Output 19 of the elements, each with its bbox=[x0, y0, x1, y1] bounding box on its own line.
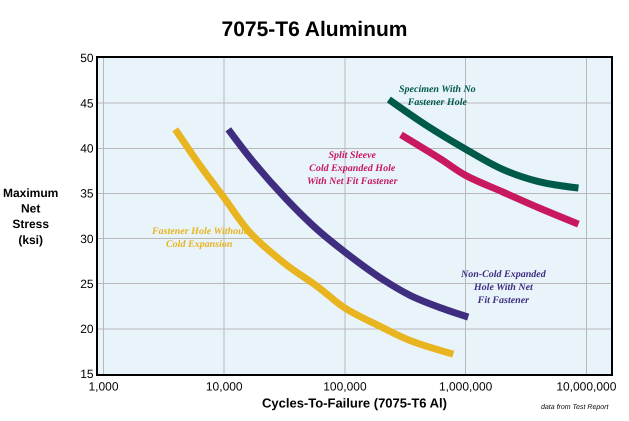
y-axis-title: Maximum Net Stress (ksi) bbox=[3, 186, 58, 247]
y-tick-label: 20 bbox=[80, 322, 94, 336]
x-tick-label: 1,000 bbox=[88, 379, 119, 394]
x-tick-label: 10,000 bbox=[206, 379, 243, 394]
y-tick-label: 30 bbox=[80, 232, 94, 246]
y-tick-label: 40 bbox=[80, 141, 94, 156]
y-tick-label: 25 bbox=[80, 276, 94, 291]
x-tick-label: 1,000,000 bbox=[438, 379, 493, 394]
series-label: Specimen With No Fastener Hole bbox=[399, 84, 476, 108]
x-tick-label: 100,000 bbox=[323, 379, 367, 394]
y-tick-label: 50 bbox=[80, 51, 94, 66]
x-axis-title: Cycles-To-Failure (7075-T6 Al) bbox=[262, 396, 447, 410]
chart-title: 7075-T6 Aluminum bbox=[222, 18, 408, 41]
x-tick-label: 10,000,000 bbox=[556, 379, 617, 394]
series-label: Split Sleeve Cold Expanded Hole With Net Fit Fastener bbox=[307, 150, 398, 187]
y-tick-label: 45 bbox=[80, 96, 94, 110]
series-label: Non-Cold Expanded Hole With Net Fit Fastener bbox=[460, 269, 547, 306]
y-tick-label: 15 bbox=[80, 367, 94, 382]
y-tick-label: 35 bbox=[80, 186, 94, 201]
